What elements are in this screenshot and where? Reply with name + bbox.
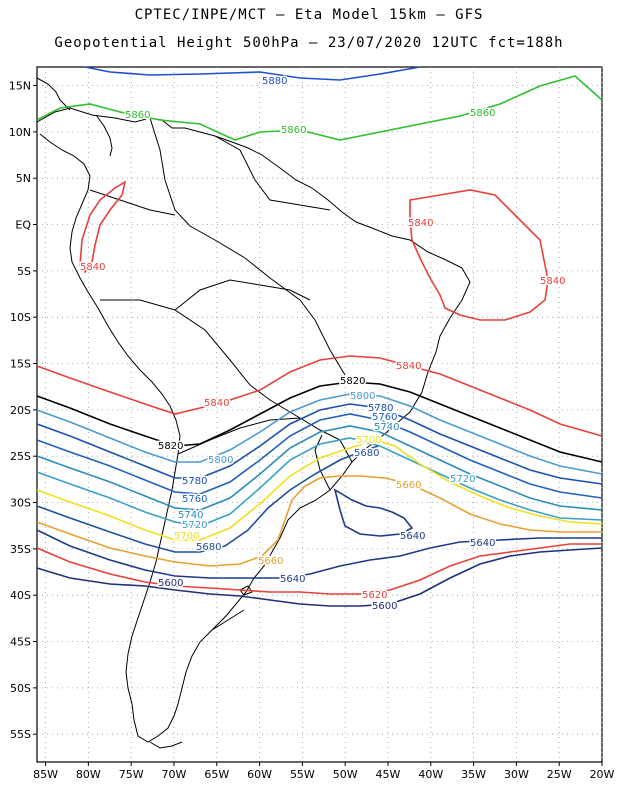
contour-label-5640: 5640 [470, 538, 495, 549]
contour-line-5780 [36, 403, 603, 485]
contour-label-5860: 5860 [281, 125, 306, 136]
contour-line-5860 [36, 75, 603, 141]
contour-label-5720: 5720 [450, 474, 475, 485]
contour-label-5600: 5600 [158, 578, 183, 589]
contour-labels: 5880 5860 5860 5860 5840 5840 5840 5840 … [79, 75, 567, 614]
lat-tick-label: 35S [10, 543, 31, 556]
lat-tick-label: 20S [10, 404, 31, 417]
contour-label-5840: 5840 [80, 262, 105, 273]
lon-tick-label: 20W [590, 768, 615, 781]
lon-tick-label: 60W [247, 768, 272, 781]
lon-tick-label: 50W [333, 768, 358, 781]
contour-line-5640 [36, 529, 602, 579]
contour-label-5760: 5760 [372, 412, 397, 423]
map-title-line1: CPTEC/INPE/MCT – Eta Model 15km – GFS [134, 7, 484, 23]
contour-line-5840-north [409, 189, 549, 321]
contour-label-5620: 5620 [362, 590, 387, 601]
contour-label-5640: 5640 [400, 531, 425, 542]
contour-label-5700: 5700 [356, 435, 381, 446]
contour-label-5800: 5800 [208, 455, 233, 466]
lat-tick-label: EQ [15, 219, 31, 232]
lon-tick-label: 55W [290, 768, 315, 781]
contour-label-5740: 5740 [178, 510, 203, 521]
contour-line-5600 [36, 547, 603, 607]
contour-label-5820: 5820 [340, 376, 365, 387]
map-title-line2: Geopotential Height 500hPa – 23/07/2020 … [54, 35, 564, 51]
lat-tick-label: 50S [10, 682, 31, 695]
lat-tick-label: 5N [16, 172, 31, 185]
lon-tick-label: 40W [418, 768, 443, 781]
lat-tick-label: 15S [10, 358, 31, 371]
coastline [36, 77, 471, 749]
lon-tick-label: 25W [547, 768, 572, 781]
lat-tick-label: 25S [10, 450, 31, 463]
contour-label-5700: 5700 [174, 531, 199, 542]
contour-line-5680 [36, 445, 379, 553]
lat-tick-label: 55S [10, 728, 31, 741]
contour-label-5800: 5800 [350, 391, 375, 402]
contour-label-5660: 5660 [258, 556, 283, 567]
contour-lines [36, 66, 603, 607]
lon-tick-label: 35W [461, 768, 486, 781]
contour-label-5680: 5680 [196, 542, 221, 553]
contour-label-5780: 5780 [368, 403, 393, 414]
lon-tick-label: 80W [76, 768, 101, 781]
map-frame [36, 66, 603, 763]
lat-tick-label: 5S [17, 265, 31, 278]
contour-line-5880 [84, 66, 421, 81]
contour-line-5800 [36, 393, 603, 475]
lat-tick-label: 10N [9, 126, 31, 139]
contour-line-5620 [36, 543, 602, 595]
lon-tick-label: 45W [376, 768, 401, 781]
contour-line-5840-south [36, 355, 603, 437]
contour-label-5720: 5720 [182, 520, 207, 531]
contour-label-5840: 5840 [408, 218, 433, 229]
contour-line-5740 [36, 425, 603, 511]
lon-tick-label: 85W [33, 768, 58, 781]
contour-line-5700 [36, 439, 603, 541]
contour-label-5640: 5640 [280, 574, 305, 585]
lat-tick-label: 15N [9, 80, 31, 93]
lat-tick-label: 30S [10, 497, 31, 510]
contour-label-5840: 5840 [204, 398, 229, 409]
contour-label-5880: 5880 [262, 76, 287, 87]
lon-tick-label: 70W [162, 768, 187, 781]
lon-tick-label: 75W [119, 768, 144, 781]
contour-label-5860: 5860 [125, 110, 150, 121]
contour-label-5820: 5820 [158, 441, 183, 452]
lat-tick-label: 40S [10, 589, 31, 602]
contour-label-5780: 5780 [182, 476, 207, 487]
contour-label-5840: 5840 [540, 276, 565, 287]
contour-line-5640-loop [333, 488, 414, 537]
lon-tick-label: 65W [204, 768, 229, 781]
contour-label-5840: 5840 [396, 361, 421, 372]
axis-labels: 85W 80W 75W 70W 65W 60W 55W 50W 45W 40W 35W 30W 25W 2… [9, 80, 615, 781]
lon-tick-label: 30W [504, 768, 529, 781]
lat-tick-label: 10S [10, 311, 31, 324]
contour-label-5680: 5680 [354, 448, 379, 459]
contour-line-5820 [36, 381, 603, 463]
contour-label-5860: 5860 [470, 108, 495, 119]
contour-label-5760: 5760 [182, 494, 207, 505]
contour-line-5660 [36, 475, 602, 567]
contour-line-5760 [36, 413, 603, 499]
contour-line-5840-west [79, 180, 127, 274]
contour-label-5600: 5600 [372, 601, 397, 612]
contour-label-5660: 5660 [396, 480, 421, 491]
contour-label-5740: 5740 [374, 422, 399, 433]
contour-line-5720 [36, 437, 603, 527]
lat-tick-label: 45S [10, 636, 31, 649]
